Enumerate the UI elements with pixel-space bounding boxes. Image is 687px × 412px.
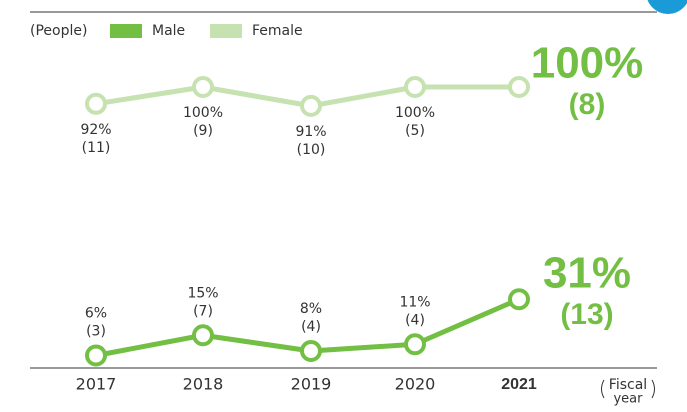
x-axis-label: Fiscal	[609, 377, 647, 393]
value-label: 11%	[399, 294, 430, 310]
value-label: 15%	[187, 285, 218, 301]
value-label: 92%	[80, 122, 111, 138]
point	[85, 344, 107, 367]
count-label: (5)	[405, 123, 425, 139]
legend-title: (People)	[30, 23, 87, 39]
x-tick-label: 2020	[395, 375, 436, 394]
count-label: (9)	[193, 123, 213, 139]
value-label: 8%	[300, 301, 322, 317]
x-label-paren	[601, 379, 605, 399]
point	[508, 288, 530, 311]
corner-badge	[647, 0, 687, 14]
x-tick-label: 2021	[501, 376, 537, 393]
legend-label: Male	[152, 23, 185, 39]
count-label: (10)	[297, 142, 326, 158]
point	[300, 94, 322, 117]
value-label: 91%	[295, 124, 326, 140]
legend-label: Female	[252, 23, 303, 39]
x-axis-label: year	[613, 392, 643, 407]
point	[404, 76, 426, 98]
count-label: (4)	[301, 319, 321, 335]
value-label: 6%	[85, 306, 107, 322]
count-label: (7)	[193, 303, 213, 319]
x-tick-label: 2017	[76, 375, 117, 394]
point	[192, 76, 214, 98]
point	[508, 76, 530, 98]
value-label: 100%	[183, 105, 223, 121]
count-label: (3)	[86, 324, 106, 340]
point	[404, 333, 426, 356]
count-label-emph: (13)	[560, 298, 613, 331]
point	[300, 340, 322, 362]
count-label: (11)	[82, 140, 111, 156]
value-label: 100%	[395, 105, 435, 121]
value-label-emph: 100%	[531, 39, 644, 88]
legend-swatch	[110, 24, 142, 38]
x-tick-label: 2018	[183, 375, 224, 394]
x-tick-label: 2019	[291, 375, 332, 394]
count-label-emph: (8)	[569, 88, 606, 121]
point	[85, 92, 107, 115]
x-label-paren	[651, 379, 655, 399]
point	[192, 324, 214, 347]
value-label-emph: 31%	[543, 249, 631, 298]
legend-swatch	[210, 24, 242, 38]
count-label: (4)	[405, 312, 425, 328]
